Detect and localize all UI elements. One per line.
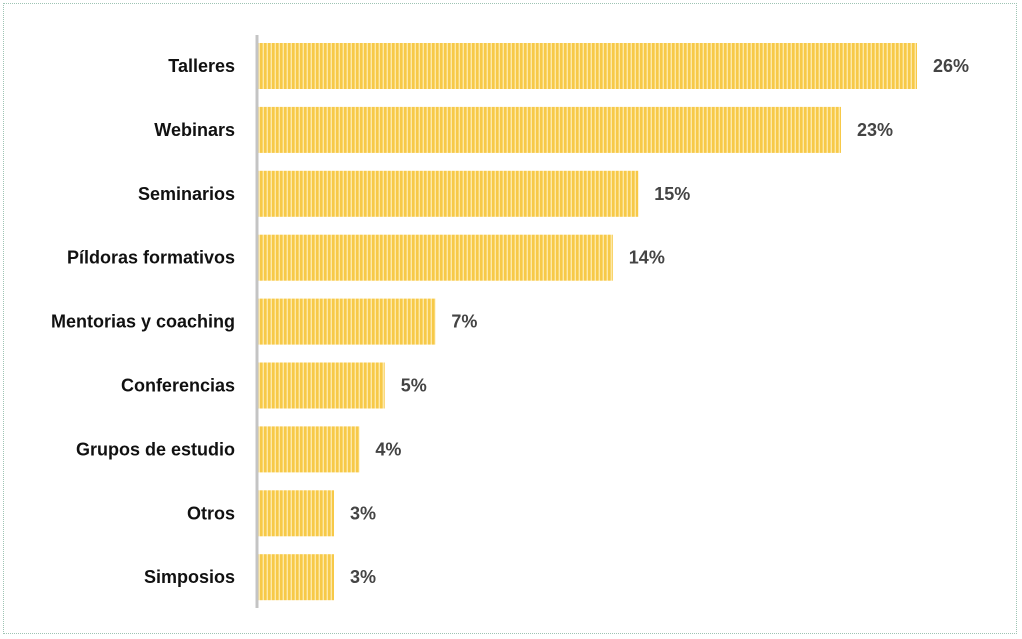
category-label: Simposios — [144, 567, 235, 587]
bar-7 — [258, 490, 334, 537]
category-label: Grupos de estudio — [76, 439, 235, 459]
chart-frame — [3, 3, 1017, 634]
bar-3 — [258, 234, 613, 281]
category-label: Otros — [187, 503, 235, 523]
bar-6 — [258, 426, 360, 473]
labels-group: Talleres 26% Webinars 23% Seminarios 15% Píldo… — [51, 56, 969, 587]
category-label: Talleres — [168, 56, 235, 76]
value-label: 5% — [401, 376, 427, 396]
bar-0 — [258, 43, 917, 89]
category-label: Webinars — [154, 120, 235, 140]
value-label: 15% — [654, 184, 690, 204]
value-label: 4% — [375, 439, 401, 459]
value-label: 14% — [629, 248, 665, 268]
value-label: 7% — [451, 312, 477, 332]
category-label: Mentorias y coaching — [51, 312, 235, 332]
bar-4 — [258, 298, 436, 345]
value-label: 3% — [350, 567, 376, 587]
category-label: Seminarios — [138, 184, 235, 204]
bar-5 — [258, 362, 385, 409]
bar-8 — [258, 554, 334, 601]
value-label: 26% — [933, 56, 969, 76]
bar-1 — [258, 106, 841, 153]
bars-group — [258, 43, 917, 601]
value-label: 3% — [350, 503, 376, 523]
category-label: Píldoras formativos — [67, 248, 235, 268]
value-label: 23% — [857, 120, 893, 140]
bar-2 — [258, 170, 639, 217]
category-label: Conferencias — [121, 376, 235, 396]
